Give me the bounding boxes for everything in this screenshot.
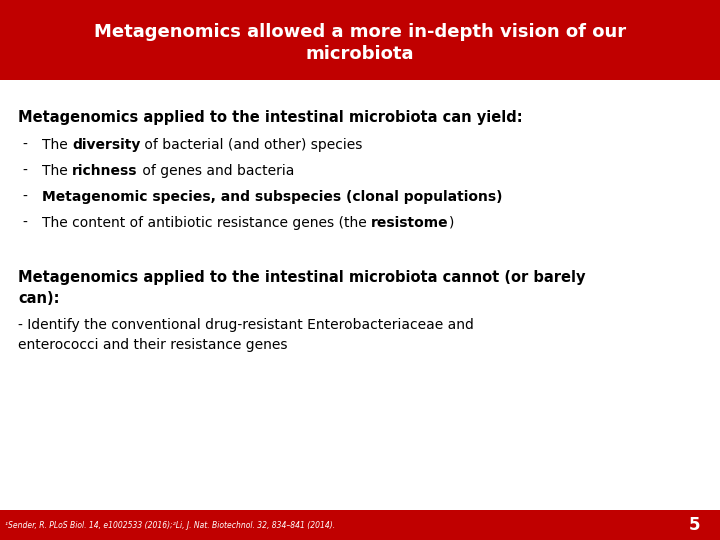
Text: Metagenomics applied to the intestinal microbiota can yield:: Metagenomics applied to the intestinal m… [18,110,523,125]
Text: of genes and bacteria: of genes and bacteria [138,164,294,178]
Text: -: - [22,164,27,178]
Text: -: - [22,190,27,204]
Text: resistome: resistome [371,216,449,230]
Text: microbiota: microbiota [306,45,414,63]
Text: 5: 5 [688,516,700,534]
Text: -: - [22,216,27,230]
Text: The: The [42,164,72,178]
Text: Metagenomic species, and subspecies (clonal populations): Metagenomic species, and subspecies (clo… [42,190,503,204]
Text: The: The [42,138,72,152]
Text: Metagenomics allowed a more in-depth vision of our: Metagenomics allowed a more in-depth vis… [94,23,626,41]
Text: Metagenomics applied to the intestinal microbiota cannot (or barely
can):: Metagenomics applied to the intestinal m… [18,270,585,306]
Text: -: - [22,138,27,152]
Text: richness: richness [72,164,138,178]
Text: diversity: diversity [72,138,140,152]
Text: ¹Sender, R. PLoS Biol. 14, e1002533 (2016);²Li, J. Nat. Biotechnol. 32, 834–841 : ¹Sender, R. PLoS Biol. 14, e1002533 (201… [5,521,335,530]
Text: of bacterial (and other) species: of bacterial (and other) species [140,138,363,152]
Text: ): ) [449,216,454,230]
Text: The content of antibiotic resistance genes (the: The content of antibiotic resistance gen… [42,216,371,230]
Text: - Identify the conventional drug-resistant Enterobacteriaceae and
enterococci an: - Identify the conventional drug-resista… [18,318,474,352]
